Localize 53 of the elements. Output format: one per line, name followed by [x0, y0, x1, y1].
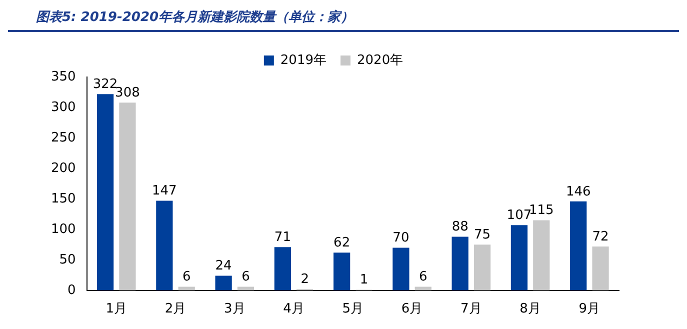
- bar: [570, 201, 587, 290]
- y-tick-label: 300: [50, 100, 76, 115]
- y-tick-label: 250: [50, 130, 76, 146]
- bar: [119, 102, 136, 290]
- x-tick-label: 7月: [460, 302, 482, 317]
- data-label: 146: [566, 184, 591, 200]
- legend-label: 2019年: [280, 52, 327, 68]
- data-label: 24: [215, 258, 232, 274]
- bar: [274, 247, 292, 290]
- x-tick-label: 6月: [401, 302, 423, 317]
- bar: [414, 286, 432, 290]
- data-label: 70: [392, 230, 410, 246]
- y-tick-label: 100: [50, 222, 76, 237]
- x-tick-label: 8月: [520, 302, 541, 317]
- bar: [215, 276, 232, 290]
- data-label: 107: [506, 208, 532, 224]
- x-tick-label: 3月: [224, 302, 246, 317]
- x-tick-label: 2月: [164, 302, 186, 317]
- x-tick-label: 5月: [342, 302, 364, 317]
- data-label: 322: [92, 76, 118, 92]
- data-label: 62: [334, 235, 350, 250]
- data-label: 147: [152, 184, 177, 199]
- data-label: 71: [274, 230, 291, 245]
- y-tick-label: 200: [50, 160, 76, 176]
- bar: [96, 94, 114, 290]
- y-tick-label: 350: [50, 69, 76, 84]
- data-label: 75: [474, 228, 491, 243]
- x-tick-label: 1月: [106, 302, 128, 317]
- bar: [510, 225, 528, 290]
- bar: [178, 286, 195, 290]
- bar: [592, 246, 609, 290]
- x-tick-label: 4月: [283, 302, 304, 317]
- data-label: 6: [182, 270, 191, 285]
- y-tick-label: 50: [59, 252, 76, 268]
- bar: [237, 286, 254, 290]
- bar: [452, 236, 468, 290]
- bar: [334, 252, 350, 290]
- data-label: 2: [300, 272, 309, 288]
- bar: [392, 248, 410, 290]
- y-tick-label: 150: [50, 191, 76, 206]
- bar: [533, 220, 550, 290]
- data-label: 88: [452, 220, 468, 235]
- chart-title: 图表5: 2019-2020年各月新建影院数量（单位：家）: [8, 8, 679, 32]
- data-label: 72: [592, 229, 609, 244]
- data-label: 6: [242, 270, 250, 285]
- bar: [156, 200, 173, 290]
- legend-label: 2020年: [357, 52, 404, 68]
- data-label: 308: [115, 85, 140, 100]
- x-tick-label: 9月: [578, 302, 600, 317]
- y-tick-label: 0: [68, 282, 76, 298]
- data-label: 6: [418, 270, 428, 285]
- data-label: 1: [360, 272, 368, 288]
- bar: [474, 244, 491, 290]
